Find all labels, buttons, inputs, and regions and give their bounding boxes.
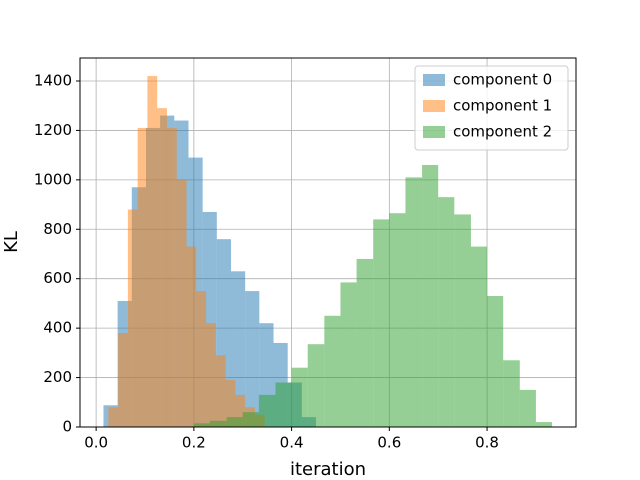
- bar: [373, 219, 390, 427]
- y-tick-label: 600: [43, 269, 72, 287]
- bar: [209, 420, 227, 427]
- bar: [196, 291, 207, 427]
- bar: [242, 412, 259, 427]
- legend-box: [414, 65, 569, 151]
- bar: [340, 282, 357, 427]
- x-tick-label: 0.2: [182, 434, 206, 452]
- bar: [275, 382, 292, 427]
- x-tick-label: 0.0: [84, 434, 108, 452]
- legend-label: component 0: [453, 71, 552, 89]
- x-tick-label: 0.6: [377, 434, 401, 452]
- y-tick-label: 400: [43, 319, 72, 337]
- plot-frame: [79, 57, 577, 428]
- bar: [235, 394, 246, 427]
- bar: [176, 179, 187, 427]
- bar: [157, 108, 167, 428]
- bar: [245, 291, 260, 427]
- y-tick-label: 0: [62, 418, 72, 436]
- bar: [193, 423, 210, 427]
- y-tick-label: 1200: [34, 121, 72, 139]
- bar: [405, 177, 423, 427]
- bar: [258, 394, 276, 427]
- bar: [422, 165, 439, 428]
- bar: [470, 246, 488, 427]
- legend-swatch: [423, 74, 445, 86]
- legend-label: component 2: [453, 123, 552, 141]
- x-tick-label: 0.4: [280, 434, 304, 452]
- bar: [389, 213, 406, 427]
- bar: [166, 127, 177, 428]
- bar: [438, 197, 455, 427]
- bar: [519, 389, 536, 427]
- y-tick-label: 800: [43, 220, 72, 238]
- y-axis-label: KL: [1, 231, 22, 253]
- bar: [215, 355, 226, 427]
- bar: [503, 360, 520, 427]
- y-tick-label: 1000: [34, 170, 72, 188]
- bar: [487, 296, 504, 427]
- bar: [356, 258, 374, 427]
- x-tick-label: 0.8: [475, 434, 499, 452]
- legend-label: component 1: [453, 97, 552, 115]
- y-tick-label: 200: [43, 368, 72, 386]
- bar: [118, 333, 128, 427]
- bar: [137, 127, 148, 428]
- legend-swatch: [423, 126, 445, 138]
- bar: [535, 422, 553, 427]
- bar: [291, 367, 308, 427]
- bar: [454, 214, 471, 427]
- bar: [226, 417, 243, 427]
- bar: [307, 344, 325, 427]
- y-tick-label: 1400: [34, 71, 72, 89]
- x-axis-label: iteration: [290, 459, 366, 480]
- bar: [324, 315, 341, 427]
- bar: [147, 76, 158, 427]
- bar: [108, 407, 119, 427]
- bar: [206, 323, 216, 427]
- bar: [225, 380, 236, 427]
- legend-swatch: [423, 100, 445, 112]
- bar: [186, 246, 197, 427]
- bar: [127, 209, 138, 427]
